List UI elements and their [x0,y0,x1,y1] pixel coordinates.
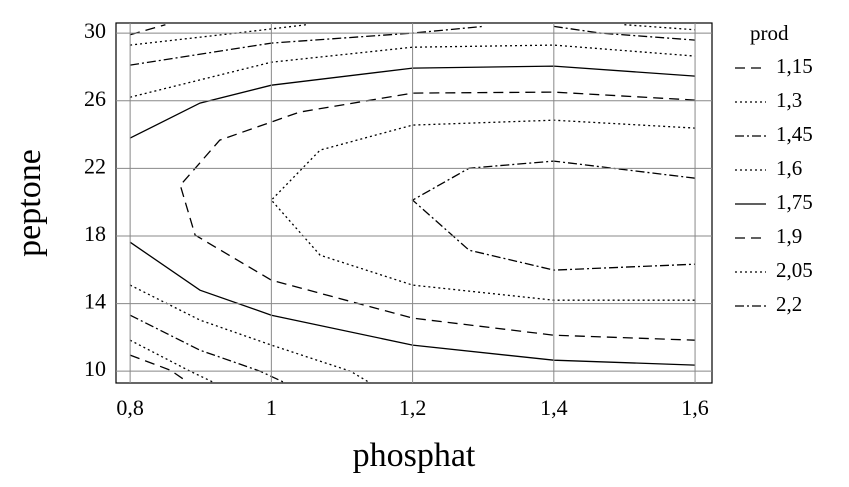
legend-label: 1,3 [776,88,802,112]
x-tick-label: 1,6 [681,395,709,420]
y-tick-label: 26 [84,86,106,111]
x-tick-label: 1 [266,395,277,420]
legend-label: 1,45 [776,122,813,146]
contour-line [129,24,187,382]
y-tick-label: 10 [84,356,106,381]
x-tick-label: 1,2 [399,395,427,420]
legend-title: prod [750,21,789,45]
legend-label: 2,2 [776,292,802,316]
legend-label: 1,9 [776,224,802,248]
y-axis-label: peptone [11,149,48,257]
contour-line [129,65,696,366]
plot-frame [115,22,713,384]
legend-label: 1,75 [776,190,813,214]
y-tick-label: 30 [84,18,106,43]
x-axis-label: phosphat [353,437,476,474]
legend-label: 2,05 [776,258,813,282]
contour-line [270,119,696,301]
legend-label: 1,6 [776,156,802,180]
y-tick-label: 22 [84,153,106,178]
x-tick-label: 0,8 [116,395,144,420]
legend-label: 1,15 [776,54,813,78]
y-tick-label: 14 [84,289,106,314]
y-tick-label: 18 [84,221,106,246]
contour-line [179,91,696,341]
contour-line [129,44,696,383]
x-tick-label: 1,4 [540,395,568,420]
